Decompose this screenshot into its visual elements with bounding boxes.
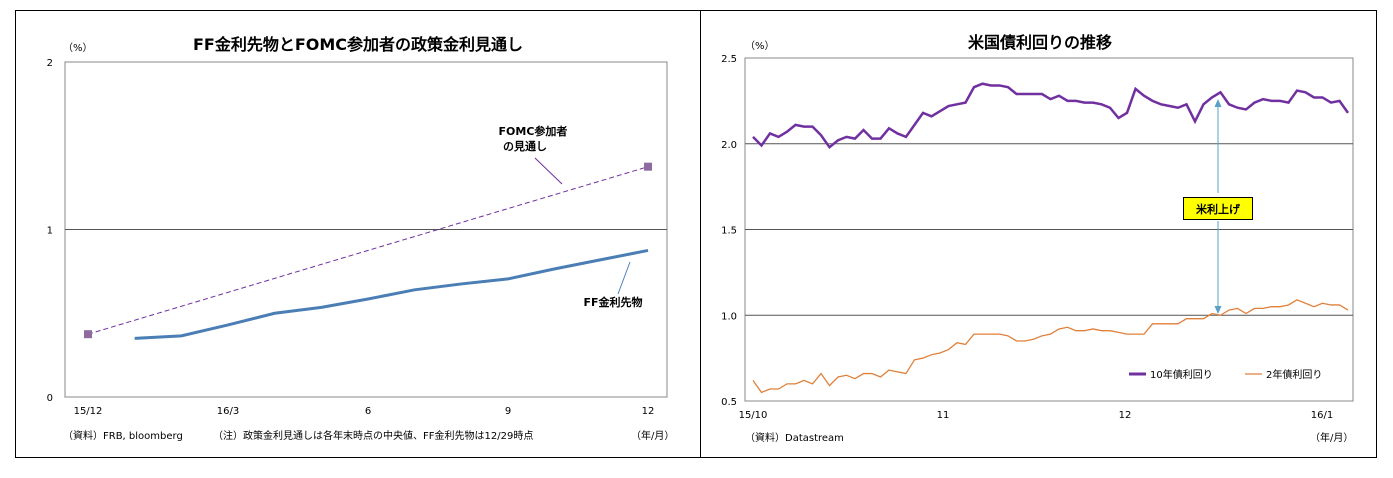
chart1-x-tick-label: 9 [505, 406, 511, 417]
chart2-legend-label-10y: 10年債利回り [1150, 368, 1213, 381]
ff-futures-chart: FF金利先物とFOMC参加者の政策金利見通し （%） 012 15/12 16/3… [47, 35, 675, 442]
chart1-y-unit: （%） [63, 42, 93, 54]
chart1-y-ticks: 0 1 2 [47, 58, 53, 404]
chart2-annotation-arrowhead-up [1214, 99, 1222, 107]
chart2-series-line-10y [752, 82, 1350, 149]
chart1-label-fomc-line1: FOMC参加者 [499, 124, 568, 138]
chart2-series [752, 82, 1350, 394]
chart2-y-tick-label: 1.0 [721, 311, 737, 322]
chart2-y-tick-label: 0.5 [721, 397, 737, 408]
chart1-ff-leader-line [617, 261, 631, 295]
chart1-label-ff: FF金利先物 [583, 295, 642, 309]
chart1-x-tick-label: 16/3 [217, 406, 239, 417]
chart2-title: 米国債利回りの推移 [968, 33, 1112, 52]
chart1-series-line-ff [134, 248, 649, 340]
chart2-gridlines [744, 57, 1354, 402]
chart2-x-unit: （年/月） [1310, 431, 1353, 444]
chart2-y-tick-label: 2.5 [721, 54, 737, 65]
chart1-y-tick-label: 1 [47, 226, 53, 237]
chart1-x-tick-label: 12 [642, 406, 655, 417]
chart1-y-tick-label: 0 [47, 393, 53, 404]
us-yield-chart: 米国債利回りの推移 （%） 0.51.01.52.02.5 15/10 11 12 1… [721, 33, 1354, 444]
chart1-x-tick-label: 15/12 [74, 406, 103, 417]
chart2-annotation-arrowhead-down [1214, 306, 1222, 314]
chart1-series-line-fomc [87, 166, 649, 335]
chart1-note: （注）政策金利見通しは各年末時点の中央値、FF金利先物は12/29時点 [213, 429, 533, 442]
chart2-x-tick-label: 12 [1119, 410, 1132, 421]
left-panel-frame [15, 10, 701, 458]
chart1-x-ticks: 15/12 16/3 6 9 12 [74, 406, 655, 417]
chart1-x-tick-label: 6 [365, 406, 371, 417]
chart2-y-tick-label: 2.0 [721, 140, 737, 151]
chart1-marker-fomc [644, 162, 653, 171]
right-panel-frame [700, 10, 1377, 458]
chart2-x-tick-label: 15/10 [739, 410, 768, 421]
chart2-x-tick-label: 11 [937, 410, 950, 421]
chart2-series-line-2y [752, 299, 1349, 394]
chart2-source: （資料）Datastream [745, 431, 844, 444]
chart1-title: FF金利先物とFOMC参加者の政策金利見通し [193, 35, 523, 54]
chart2-annotation-text: 米利上げ [1195, 202, 1241, 216]
chart2-annotation-box [1183, 197, 1253, 220]
chart2-x-tick-label: 16/1 [1311, 410, 1333, 421]
chart2-legend-label-2y: 2年債利回り [1266, 368, 1322, 381]
chart2-y-ticks: 0.5 1.0 1.5 2.0 2.5 [721, 54, 737, 408]
chart1-x-unit: （年/月） [631, 429, 674, 442]
chart1-y-tick-label: 2 [47, 58, 53, 69]
chart1-fomc-leader-line [534, 157, 563, 185]
chart2-x-ticks: 15/10 11 12 16/1 [739, 410, 1334, 421]
chart1-series [84, 162, 653, 340]
chart2-y-unit: （%） [745, 40, 775, 52]
chart1-gridlines [64, 61, 668, 398]
chart1-marker-fomc [84, 330, 92, 339]
chart1-source: （資料）FRB, bloomberg [63, 429, 183, 442]
chart1-label-fomc-line2: の見通し [503, 140, 547, 153]
chart2-y-tick-label: 1.5 [721, 226, 737, 237]
